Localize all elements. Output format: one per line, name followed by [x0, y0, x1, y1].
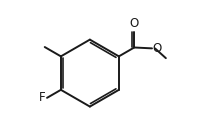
Text: O: O — [130, 17, 139, 30]
Text: O: O — [153, 42, 162, 55]
Text: F: F — [39, 91, 46, 104]
